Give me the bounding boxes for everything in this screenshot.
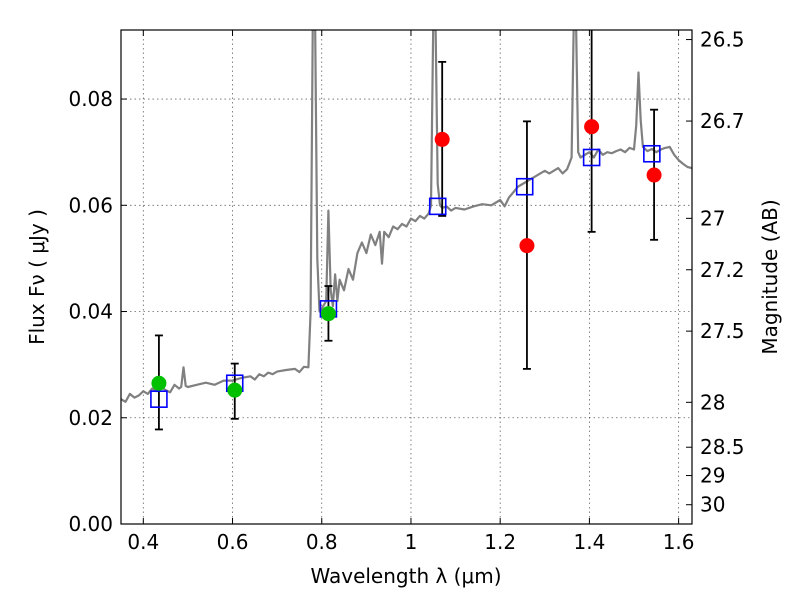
model-square-point [515, 177, 534, 196]
x-tick-label: 0.4 [127, 530, 159, 554]
observed-point [519, 238, 535, 254]
model-square-point [428, 197, 447, 216]
grid [121, 30, 692, 525]
right-tick-label: 29 [700, 464, 725, 488]
x-tick-label: 0.8 [306, 530, 338, 554]
x-tick-label: 1 [405, 530, 418, 554]
observed-point [434, 131, 450, 147]
model-spectrum-line [121, 30, 692, 403]
x-tick-label: 1.2 [484, 530, 516, 554]
right-tick-label: 26.7 [700, 109, 745, 133]
right-axis-label: Magnitude (AB) [758, 199, 782, 354]
observed-point [320, 306, 336, 322]
model-square-point [582, 148, 601, 167]
y-tick-label: 0.02 [68, 406, 113, 430]
observed-point [646, 167, 662, 183]
x-tick-label: 1.6 [663, 530, 695, 554]
observed-point [227, 382, 243, 398]
right-tick-label: 27.5 [700, 319, 745, 343]
axes: 0.4 0.6 0.8 1 1.2 1.4 1.6 0.00 0.02 0.04 0.06 0.08 2… [68, 28, 744, 554]
plot-frame [120, 29, 693, 525]
right-tick-label: 30 [700, 493, 725, 517]
model-square-point [643, 144, 661, 163]
y-tick-label: 0.06 [68, 193, 113, 217]
x-axis-label: Wavelength λ (μm) [310, 564, 501, 588]
right-tick-label: 27.2 [700, 258, 745, 282]
plot-area [121, 30, 692, 431]
right-tick-label: 28 [700, 390, 725, 414]
right-tick-label: 28.5 [700, 435, 745, 459]
right-tick-label: 26.5 [700, 28, 745, 52]
y-tick-label: 0.00 [68, 512, 113, 536]
y-tick-label: 0.08 [68, 87, 113, 111]
x-tick-label: 1.4 [573, 530, 605, 554]
y-axis-label: Flux Fν ( μJy ) [25, 209, 49, 345]
observed-point [584, 119, 600, 135]
observed-point [151, 375, 167, 391]
x-tick-label: 0.6 [217, 530, 249, 554]
model-square-point [150, 390, 168, 408]
y-tick-label: 0.04 [68, 300, 113, 324]
right-tick-label: 27 [700, 206, 725, 230]
